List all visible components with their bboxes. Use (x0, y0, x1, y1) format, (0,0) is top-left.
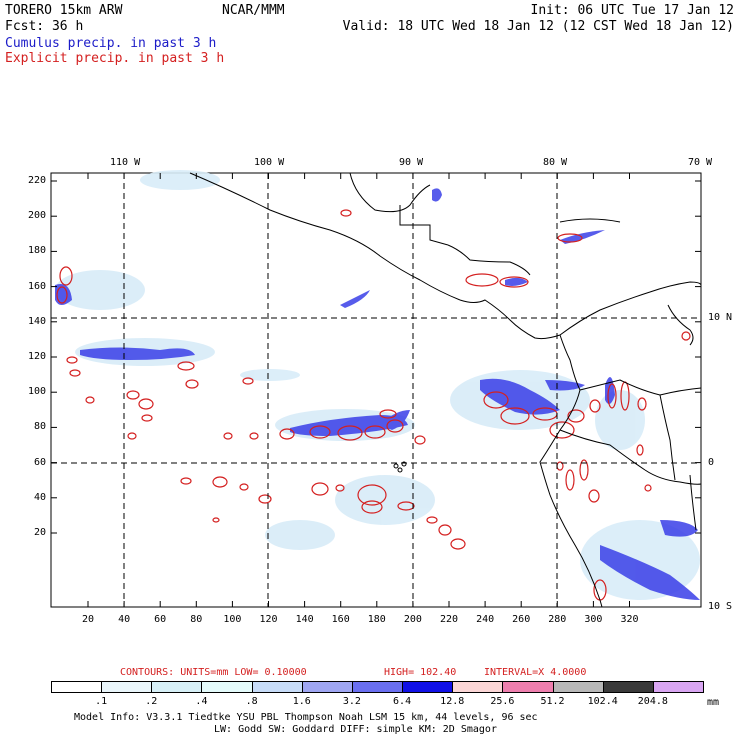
y-tick-label: 120 (27, 351, 46, 362)
x-tick-label: 120 (259, 614, 278, 625)
init-time: Init: 06 UTC Tue 17 Jan 12 (530, 3, 735, 18)
lat-label-10n: 10 N (708, 312, 733, 323)
colorbar-label: 51.2 (540, 696, 565, 707)
lon-label-110w: 110 W (110, 157, 141, 168)
explicit-precip-contours (56, 209, 691, 601)
x-tick-label: 280 (548, 614, 567, 625)
lat-label-0: 0 (708, 457, 715, 468)
field-label-explicit: Explicit precip. in past 3 h (5, 51, 225, 66)
contour-units-label: CONTOURS: UNITS=mm LOW= 0.10000 (120, 667, 307, 678)
colorbar-swatch (301, 681, 353, 693)
colorbar-label: .2 (145, 696, 158, 707)
field-label-cumulus: Cumulus precip. in past 3 h (5, 36, 217, 51)
x-tick-label: 80 (190, 614, 203, 625)
y-tick-label: 80 (33, 421, 46, 433)
x-tick-label: 140 (295, 614, 314, 625)
colorbar-label: 1.6 (292, 696, 311, 707)
colorbar-label: 6.4 (393, 696, 412, 707)
colorbar-unit: mm (707, 697, 720, 708)
y-tick-label: 180 (27, 245, 46, 257)
x-tick-label: 60 (154, 614, 167, 625)
land-outlines (189, 172, 702, 608)
y-tick-label: 100 (27, 386, 46, 398)
lat-label-10s: 10 S (708, 601, 733, 612)
x-tick-label: 40 (118, 614, 131, 625)
colorbar-label: 25.6 (490, 696, 515, 707)
y-tick-label: 160 (27, 280, 46, 292)
x-tick-label: 200 (403, 614, 422, 625)
colorbar-swatch (201, 681, 253, 693)
forecast-hour: Fcst: 36 h (5, 19, 84, 34)
frame-ticks (51, 173, 701, 607)
valid-time: Valid: 18 UTC Wed 18 Jan 12 (12 CST Wed … (342, 19, 734, 34)
physics-info-line: LW: Godd SW: Goddard DIFF: simple KM: 2D… (214, 724, 497, 735)
colorbar-label: 3.2 (342, 696, 361, 707)
colorbar-label: .1 (95, 696, 108, 707)
x-tick-label: 300 (584, 614, 603, 625)
contour-interval-label: INTERVAL=X 4.0000 (484, 667, 587, 678)
colorbar-swatch (101, 681, 153, 693)
y-tick-label: 20 (33, 527, 46, 538)
colorbar-label: 12.8 (440, 696, 465, 707)
x-tick-label: 100 (223, 614, 242, 625)
lon-label-100w: 100 W (254, 157, 285, 168)
colorbar-swatch (351, 681, 404, 693)
lon-label-70w: 70 W (688, 157, 713, 168)
contour-high-label: HIGH= 102.40 (384, 667, 457, 678)
colorbar-swatch (51, 681, 103, 693)
y-tick-label: 200 (27, 210, 46, 222)
lon-label-90w: 90 W (399, 157, 424, 168)
colorbar-label: 102.4 (587, 696, 618, 707)
y-tick-label: 140 (27, 315, 46, 327)
organization-label: NCAR/MMM (222, 3, 285, 18)
x-tick-label: 160 (331, 614, 350, 625)
lon-label-80w: 80 W (543, 157, 568, 168)
model-info-line: Model Info: V3.3.1 Tiedtke YSU PBL Thomp… (74, 712, 538, 723)
colorbar-swatch (151, 681, 203, 693)
colorbar-swatch (452, 681, 504, 693)
x-tick-label: 180 (367, 614, 386, 625)
cumulus-precip (55, 188, 700, 600)
y-tick-label: 220 (27, 175, 46, 186)
y-tick-label: 60 (33, 456, 46, 468)
colorbar-swatch (402, 681, 454, 693)
map-frame (50, 172, 702, 608)
model-title: TORERO 15km ARW (5, 3, 123, 18)
x-tick-label: 220 (439, 614, 459, 625)
colorbar-swatch (502, 681, 554, 693)
colorbar-label: 204.8 (637, 696, 668, 707)
x-tick-label: 320 (620, 614, 639, 625)
x-tick-label: 260 (512, 614, 531, 625)
x-tick-label: 240 (476, 614, 495, 625)
colorbar-label: .8 (245, 696, 258, 707)
y-tick-label: 40 (33, 491, 46, 503)
colorbar-label: .4 (195, 696, 208, 707)
lat-lon-grid (51, 173, 701, 607)
x-tick-label: 20 (81, 614, 95, 625)
colorbar-swatch (652, 681, 704, 693)
colorbar-swatch (251, 681, 303, 693)
colorbar-swatch (552, 681, 604, 693)
colorbar-swatch (602, 681, 654, 693)
